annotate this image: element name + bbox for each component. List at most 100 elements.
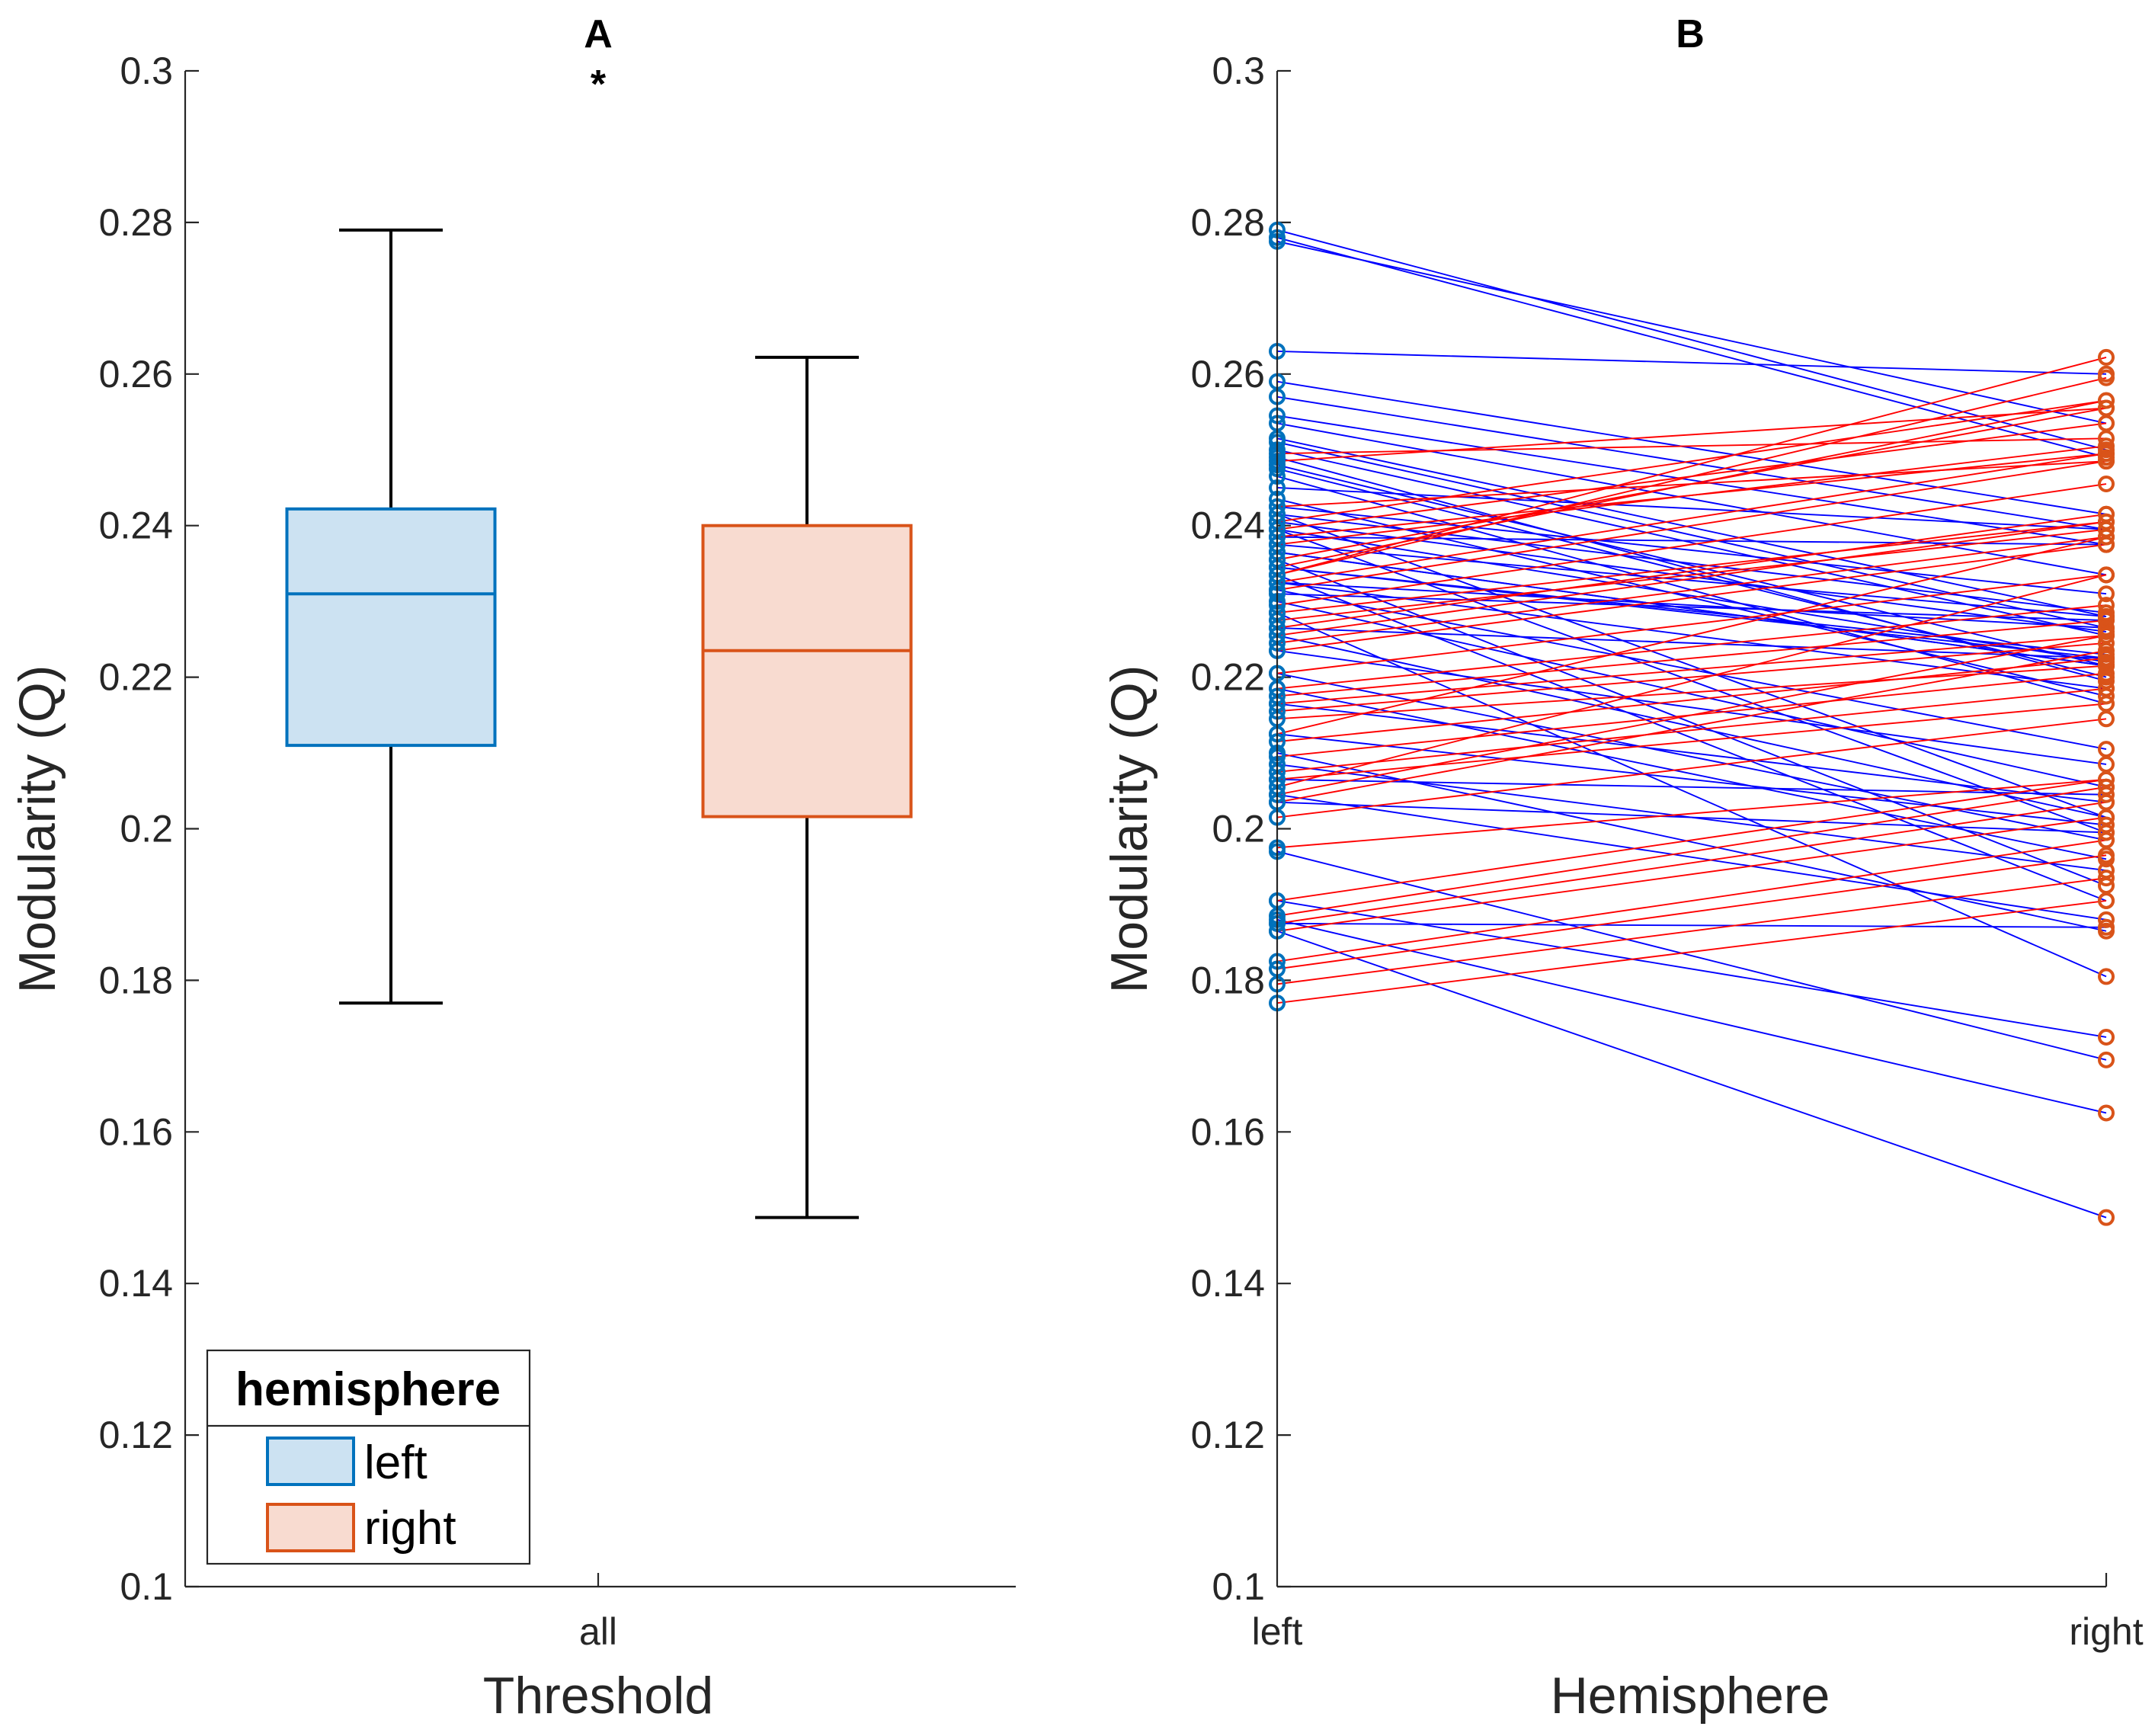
subject-line <box>1276 703 2107 803</box>
panel-b-x-tick-label-right: right <box>2069 1610 2143 1653</box>
subject-line <box>1276 657 2107 743</box>
subject-line <box>1276 513 2107 614</box>
right-point <box>2098 968 2115 985</box>
panel-a-y-tick-label: 0.12 <box>99 1414 173 1456</box>
subject-line <box>1276 513 2107 629</box>
subject-line <box>1276 665 2107 720</box>
panel-a-y-tick-label: 0.14 <box>99 1262 173 1305</box>
subject-line <box>1276 229 2107 451</box>
subject-line <box>1276 483 2107 607</box>
panel-a-x-axis-label: Threshold <box>483 1667 713 1725</box>
subject-line <box>1276 918 2107 1114</box>
right-point <box>2098 536 2115 553</box>
subject-line <box>1276 357 2107 576</box>
subject-line <box>1276 642 2107 713</box>
panel-a-y-axis-label: Modularity (Q) <box>8 665 66 994</box>
legend-title: hemisphere <box>235 1363 501 1416</box>
panel-b-y-tick-label: 0.14 <box>1191 1262 1265 1305</box>
right-point <box>2098 809 2115 826</box>
subject-line <box>1276 604 2107 690</box>
subject-line <box>1276 718 2107 818</box>
panel-b-x-tick-label-left: left <box>1252 1610 1303 1653</box>
panel-b-y-tick-label: 0.12 <box>1191 1414 1265 1456</box>
subject-line <box>1276 505 2107 595</box>
panel-b-y-tick-label: 0.24 <box>1191 504 1265 547</box>
subject-line <box>1276 581 2107 629</box>
subject-line <box>1276 528 2107 663</box>
panel-b-y-tick-label: 0.2 <box>1212 808 1265 850</box>
right-point <box>2098 770 2115 788</box>
box-left <box>285 507 497 748</box>
legend: hemisphere left right <box>206 1349 531 1565</box>
subject-line <box>1276 380 2107 515</box>
right-point <box>2098 348 2115 366</box>
legend-swatch-left <box>266 1437 355 1486</box>
panel-a-y-tick-label: 0.2 <box>120 808 173 850</box>
right-point <box>2098 710 2115 728</box>
right-point <box>2098 892 2115 909</box>
subject-line <box>1276 453 2107 584</box>
subject-line <box>1276 422 2107 576</box>
subject-line <box>1276 850 2107 1061</box>
subject-line <box>1276 922 2107 928</box>
subject-line <box>1276 612 2107 978</box>
right-point <box>2098 642 2115 659</box>
subject-line <box>1276 520 2107 636</box>
subject-line <box>1276 634 2107 705</box>
right-point <box>2098 566 2115 584</box>
panel-b-y-tick-label: 0.16 <box>1191 1110 1265 1153</box>
subject-line <box>1276 778 2107 849</box>
subject-line <box>1276 407 2107 463</box>
panel-a-y-tick-label: 0.18 <box>99 959 173 1001</box>
panel-a-y-ticks: 0.1 0.12 0.14 0.16 0.18 0.2 0.22 0.24 0.26 0.28 0.… <box>99 50 199 1608</box>
subject-line <box>1276 351 2107 375</box>
subject-line <box>1276 445 2107 546</box>
panel-a-title: A <box>584 12 613 56</box>
subject-line <box>1276 396 2107 530</box>
panel-b-y-tick-label: 0.18 <box>1191 959 1265 1001</box>
subject-line <box>1276 240 2107 424</box>
subject-line <box>1276 566 2107 655</box>
subject-line <box>1276 839 2107 962</box>
panel-a-y-tick-label: 0.24 <box>99 504 173 547</box>
panel-b-lines <box>1276 229 2107 1219</box>
subject-line <box>1276 778 2107 902</box>
panel-a-x-tick-label-all: all <box>579 1610 617 1653</box>
panel-b-y-tick-label: 0.22 <box>1191 656 1265 699</box>
right-point <box>2098 369 2115 386</box>
panel-b-y-tick-label: 0.28 <box>1191 201 1265 244</box>
subject-line <box>1276 574 2107 674</box>
right-point <box>2098 1209 2115 1226</box>
subject-line <box>1276 543 2107 652</box>
subject-line <box>1276 536 2107 644</box>
subject-line <box>1276 460 2107 591</box>
panel-a-y-tick-label: 0.28 <box>99 201 173 244</box>
right-point <box>2098 392 2115 409</box>
subject-line <box>1276 687 2107 773</box>
subject-line <box>1276 574 2107 788</box>
panel-b-y-ticks: 0.1 0.12 0.14 0.16 0.18 0.2 0.22 0.24 0.26 0.28 0.… <box>1191 50 1291 1608</box>
legend-swatch-right <box>266 1503 355 1552</box>
right-point <box>2098 528 2115 546</box>
subject-line <box>1276 536 2107 735</box>
panel-b-title: B <box>1676 12 1705 56</box>
subject-line <box>1276 487 2107 530</box>
subject-line <box>1276 786 2107 917</box>
subject-line <box>1276 528 2107 621</box>
subject-line <box>1276 399 2107 523</box>
right-point <box>2098 585 2115 603</box>
subject-line <box>1276 649 2107 803</box>
subject-line <box>1276 574 2107 902</box>
subject-line <box>1276 778 2107 796</box>
subject-line <box>1276 816 2107 932</box>
panel-b-y-tick-label: 0.26 <box>1191 353 1265 396</box>
right-point <box>2098 399 2115 417</box>
panel-b: B 0.1 0.12 0.14 0.16 0.18 0.2 0.22 0.24 0.26 0.28… <box>1100 12 2144 1725</box>
subject-line <box>1276 236 2107 459</box>
right-point <box>2098 1028 2115 1046</box>
subject-line <box>1276 801 2107 924</box>
subject-line <box>1276 649 2107 765</box>
panel-a-y-tick-label: 0.26 <box>99 353 173 396</box>
right-point <box>2098 476 2115 493</box>
